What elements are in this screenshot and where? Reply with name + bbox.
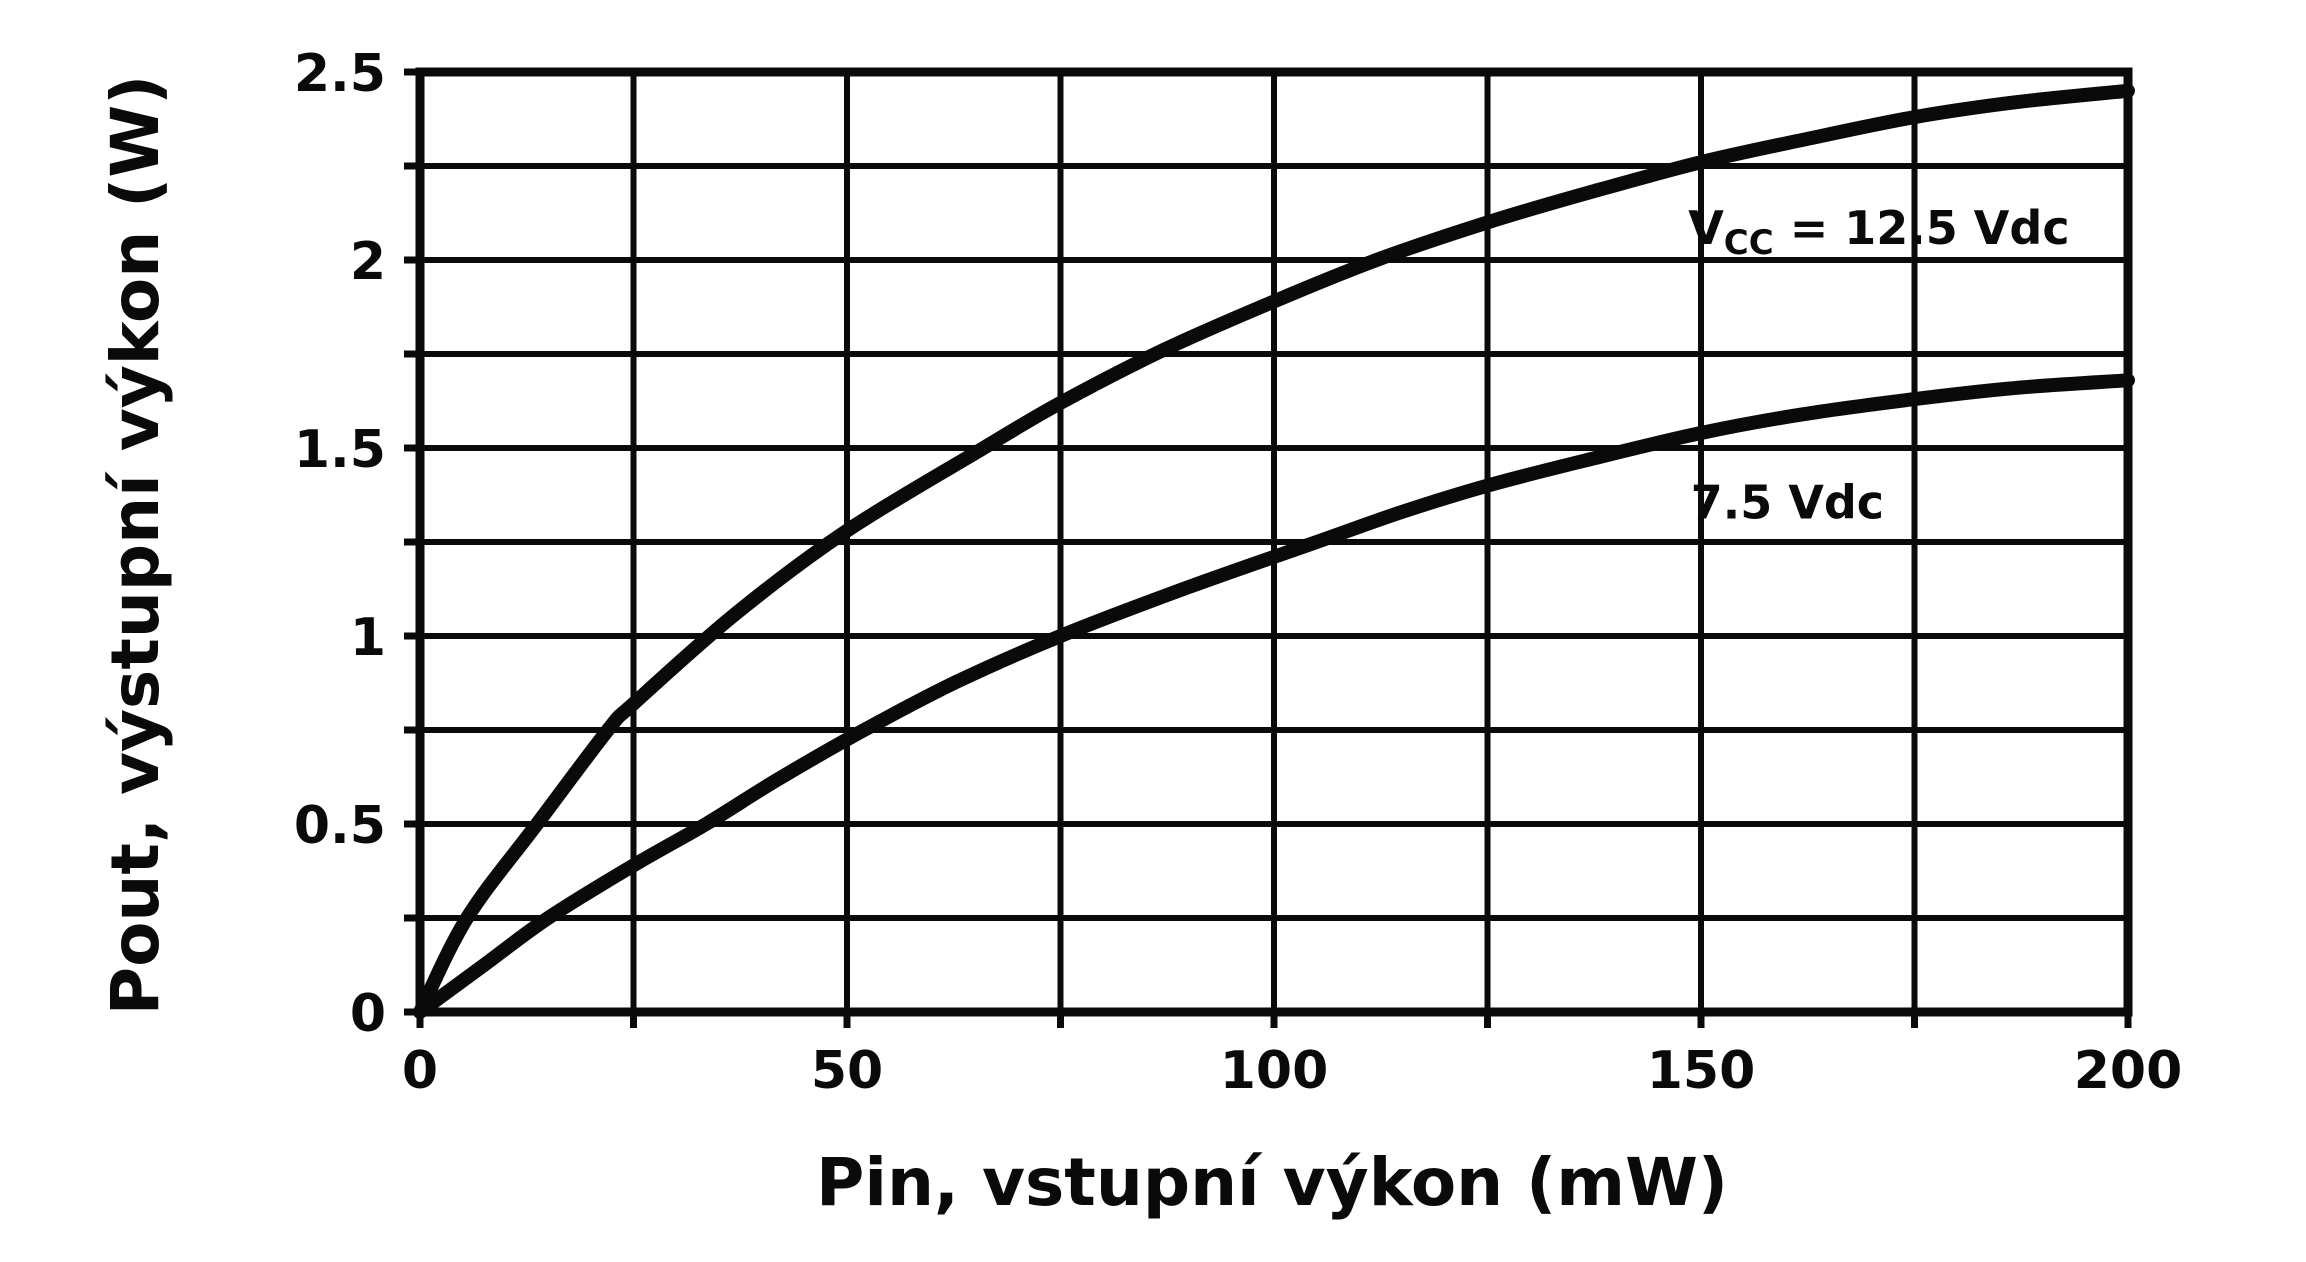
x-tick-label: 100 (1220, 1041, 1329, 1101)
y-tick-label: 2.5 (294, 44, 386, 104)
y-axis-title: Pout, výstupní výkon (W) (97, 75, 174, 1016)
y-tick-label: 2 (350, 232, 386, 292)
curve-vcc-7v5 (413, 373, 2135, 1019)
curve-vcc-12v5 (413, 83, 2135, 1019)
y-tick-label: 1 (350, 608, 386, 668)
x-tick-label: 150 (1647, 1041, 1756, 1101)
curve-label-7v5: 7.5 Vdc (1691, 476, 1884, 530)
curve-label-12v5: VCC = 12.5 Vdc (1688, 201, 2069, 263)
y-tick-labels: 0 0.5 1 1.5 2 2.5 (294, 44, 386, 1044)
x-tick-label: 50 (811, 1041, 883, 1101)
x-tick-label: 200 (2074, 1041, 2183, 1101)
y-tick-label: 0 (350, 984, 386, 1044)
curves (413, 83, 2135, 1019)
x-axis-title: Pin, vstupní výkon (mW) (816, 1144, 1728, 1221)
x-tick-labels: 0 50 100 150 200 (402, 1041, 2182, 1101)
y-tick-label: 1.5 (294, 420, 386, 480)
y-tick-label: 0.5 (294, 796, 386, 856)
plot-frame (415, 67, 2133, 1017)
curve-labels: VCC = 12.5 Vdc 7.5 Vdc (1688, 201, 2069, 529)
x-tick-label: 0 (402, 1041, 438, 1101)
